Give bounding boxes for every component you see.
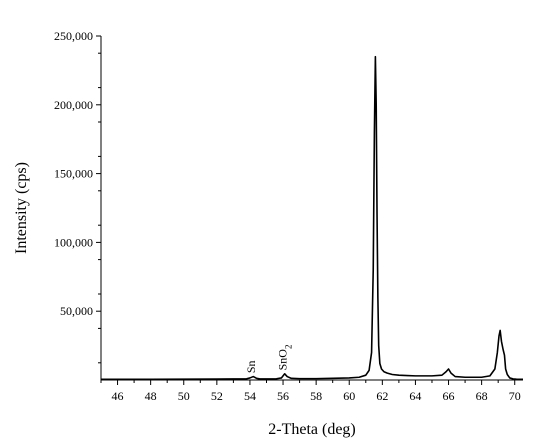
x-tick-label: 66 xyxy=(443,389,455,403)
y-axis-title: Intensity (cps) xyxy=(13,162,30,254)
x-tick-label: 70 xyxy=(509,389,521,403)
x-tick-label: 60 xyxy=(343,389,355,403)
y-tick-label: 50,000 xyxy=(60,304,93,318)
series-line xyxy=(101,55,523,381)
y-tick-label: 200,000 xyxy=(54,98,93,112)
y-tick-label: 100,000 xyxy=(54,235,93,249)
x-tick-label: 56 xyxy=(277,389,289,403)
x-tick-label: 62 xyxy=(376,389,388,403)
annotations: Sn SnO2 xyxy=(244,345,293,374)
x-tick-label: 58 xyxy=(310,389,322,403)
x-axis: 46 48 50 52 54 56 58 60 62 64 66 68 70 xyxy=(100,380,521,403)
x-tick-label: 68 xyxy=(476,389,488,403)
y-tick-label: 250,000 xyxy=(54,29,93,43)
x-tick-label: 54 xyxy=(244,389,256,403)
x-tick-label: 46 xyxy=(112,389,124,403)
peak-annotation: SnO2 xyxy=(275,345,293,371)
x-tick-label: 64 xyxy=(409,389,421,403)
annotation-subscript: 2 xyxy=(283,345,293,350)
x-axis-title: 2-Theta (deg) xyxy=(268,421,356,438)
x-tick-label: 52 xyxy=(211,389,223,403)
x-tick-label: 48 xyxy=(145,389,157,403)
peak-annotation: Sn xyxy=(244,360,258,373)
y-axis: 50,000 100,000 150,000 200,000 250,000 xyxy=(54,29,101,364)
x-tick-label: 50 xyxy=(178,389,190,403)
y-tick-label: 150,000 xyxy=(54,167,93,181)
